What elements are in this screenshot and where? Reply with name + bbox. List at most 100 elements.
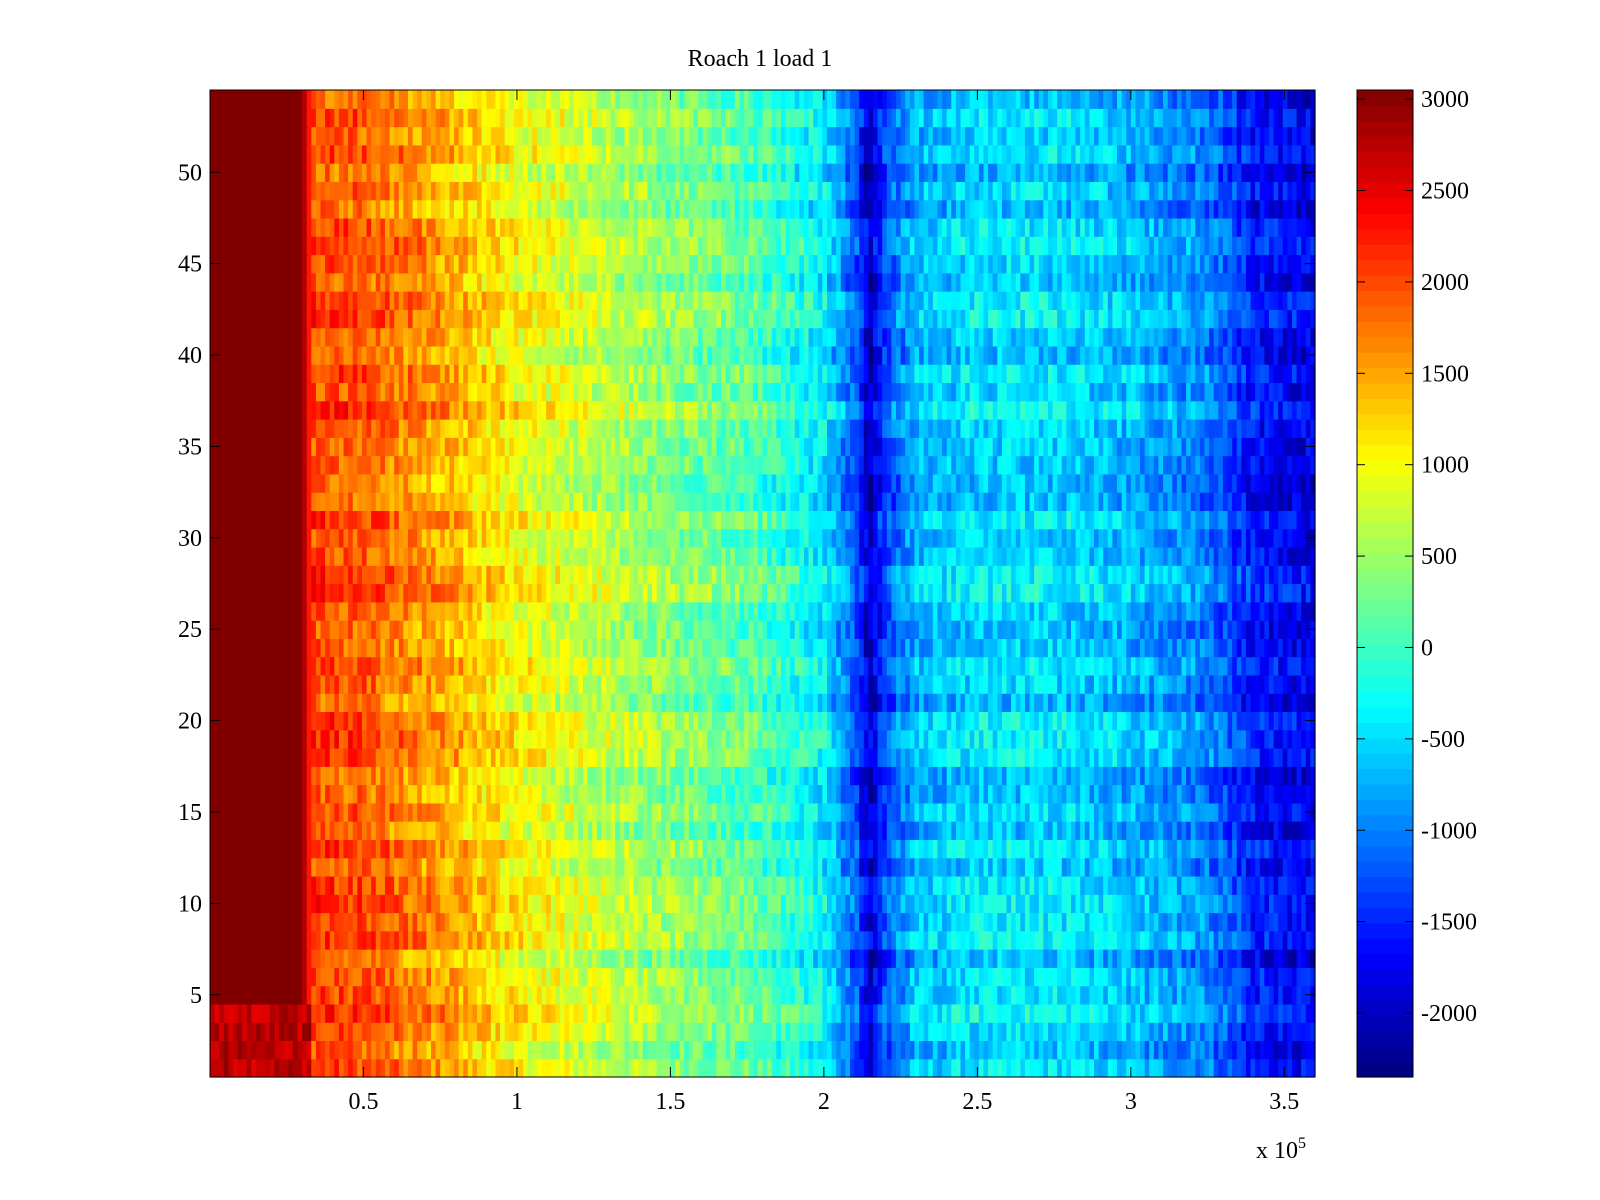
heatmap-cell: [679, 766, 685, 786]
heatmap-cell: [380, 1022, 386, 1042]
heatmap-cell: [403, 985, 409, 1005]
heatmap-cell: [914, 894, 920, 914]
heatmap-cell: [863, 766, 869, 786]
heatmap-cell: [803, 711, 810, 731]
heatmap-cell: [1232, 1040, 1238, 1060]
heatmap-cell: [997, 1022, 1003, 1042]
heatmap-cell: [550, 985, 556, 1005]
heatmap-cell: [431, 802, 437, 822]
heatmap-cell: [1199, 985, 1206, 1005]
heatmap-cell: [619, 693, 625, 713]
heatmap-cell: [288, 930, 294, 950]
heatmap-cell: [1227, 839, 1233, 859]
heatmap-cell: [463, 1040, 469, 1060]
heatmap-cell: [675, 729, 681, 749]
heatmap-cell: [1080, 693, 1086, 713]
heatmap-cell: [550, 784, 556, 804]
heatmap-cell: [380, 693, 386, 713]
heatmap-cell: [233, 930, 239, 950]
heatmap-cell: [306, 839, 312, 859]
heatmap-cell: [334, 748, 340, 767]
heatmap-cell: [463, 894, 469, 914]
heatmap-cell: [357, 1022, 363, 1042]
heatmap-cell: [965, 1040, 971, 1060]
heatmap-cell: [1209, 821, 1215, 840]
heatmap-cell: [444, 693, 451, 713]
heatmap-cell: [384, 802, 391, 822]
heatmap-cell: [619, 857, 625, 877]
heatmap-cell: [1222, 1058, 1229, 1078]
heatmap-cell: [1075, 839, 1081, 859]
heatmap-cell: [896, 930, 902, 950]
heatmap-cell: [1259, 912, 1265, 932]
heatmap-cell: [1163, 912, 1169, 932]
heatmap-cell: [831, 1058, 837, 1078]
heatmap-cell: [854, 748, 860, 767]
heatmap-cell: [1084, 912, 1090, 932]
heatmap-cell: [431, 949, 437, 968]
heatmap-cell: [647, 729, 653, 749]
heatmap-cell: [1052, 930, 1058, 950]
heatmap-cell: [578, 748, 584, 767]
heatmap-cell: [1126, 1040, 1132, 1060]
heatmap-cell: [1130, 839, 1137, 859]
heatmap-cell: [988, 711, 994, 731]
heatmap-cell: [260, 748, 266, 767]
heatmap-cell: [1098, 1040, 1104, 1060]
heatmap-cell: [1107, 930, 1114, 950]
heatmap-cell: [1236, 1040, 1242, 1060]
heatmap-cell: [573, 985, 579, 1005]
heatmap-cell: [1199, 802, 1206, 822]
heatmap-cell: [799, 766, 805, 786]
heatmap-cell: [978, 894, 985, 914]
heatmap-cell: [711, 821, 718, 840]
heatmap-cell: [541, 766, 547, 786]
heatmap-cell: [896, 967, 902, 987]
heatmap-cell: [1029, 693, 1035, 713]
heatmap-cell: [1167, 839, 1173, 859]
heatmap-cell: [306, 711, 312, 731]
heatmap-cell: [302, 912, 308, 932]
heatmap-cell: [1199, 912, 1206, 932]
heatmap-cell: [928, 1022, 934, 1042]
heatmap-cell: [518, 821, 524, 840]
heatmap-cell: [748, 802, 754, 822]
heatmap-cell: [748, 839, 754, 859]
heatmap-cell: [633, 693, 639, 713]
heatmap-cell: [500, 930, 506, 950]
heatmap-cell: [849, 729, 856, 749]
heatmap-cell: [509, 912, 515, 932]
heatmap-cell: [836, 839, 842, 859]
heatmap-cell: [919, 1058, 925, 1078]
heatmap-cell: [486, 1058, 492, 1078]
heatmap-cell: [449, 930, 455, 950]
heatmap-cell: [242, 1040, 248, 1060]
heatmap-cell: [251, 1058, 257, 1078]
heatmap-cell: [647, 1040, 653, 1060]
heatmap-cell: [642, 857, 648, 877]
heatmap-cell: [210, 766, 216, 786]
heatmap-cell: [886, 1040, 893, 1060]
heatmap-cell: [702, 784, 708, 804]
heatmap-cell: [527, 729, 533, 749]
heatmap-cell: [523, 985, 529, 1005]
heatmap-cell: [716, 949, 722, 968]
heatmap-cell: [1186, 967, 1192, 987]
heatmap-cell: [868, 839, 874, 859]
heatmap-cell: [306, 912, 312, 932]
heatmap-cell: [891, 912, 897, 932]
heatmap-cell: [771, 711, 777, 731]
heatmap-cell: [1103, 711, 1109, 731]
heatmap-cell: [721, 693, 727, 713]
heatmap-cell: [246, 967, 253, 987]
heatmap-cell: [1291, 711, 1298, 731]
heatmap-cell: [297, 748, 303, 767]
heatmap-cell: [854, 729, 860, 749]
heatmap-cell: [467, 875, 474, 895]
heatmap-cell: [555, 912, 561, 932]
heatmap-cell: [965, 1022, 971, 1042]
heatmap-cell: [1241, 784, 1247, 804]
heatmap-cell: [868, 1022, 874, 1042]
heatmap-cell: [592, 857, 598, 877]
heatmap-cell: [1190, 985, 1196, 1005]
